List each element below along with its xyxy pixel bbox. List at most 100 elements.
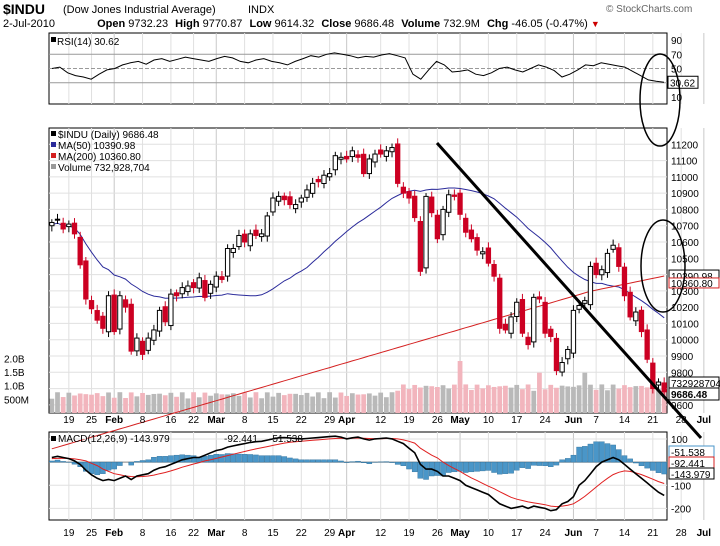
macd-histogram-bar [485, 461, 492, 471]
macd-histogram-bar [445, 461, 452, 473]
candle-body [423, 195, 429, 269]
volume-bar [644, 387, 650, 413]
chart-symbol: $INDU [3, 1, 46, 17]
candle-body [480, 251, 486, 255]
macd-value-label: -51.538 [671, 448, 705, 459]
volume-bar [332, 397, 338, 413]
volume-bar [213, 393, 219, 413]
volume-bar [55, 392, 60, 413]
macd-histogram-bar [264, 455, 271, 463]
candle-body [230, 248, 236, 253]
price-tick-label: 10800 [671, 205, 699, 216]
candle-body [77, 236, 83, 266]
volume-bar [111, 397, 117, 413]
macd-legend-macd: MACD(12,26,9) -143.979 [58, 434, 170, 445]
macd-histogram-bar [168, 455, 174, 463]
rsi-circle-annotation [639, 53, 681, 147]
macd-histogram-bar [321, 459, 327, 463]
volume-bar [514, 384, 520, 413]
price-tick-label: 11000 [671, 173, 699, 184]
volume-bar [134, 396, 140, 413]
volume-bar [168, 392, 174, 413]
candle-body [349, 150, 355, 158]
x-axis-label: 8 [242, 528, 248, 539]
macd-histogram-bar [423, 461, 429, 480]
candle-body [105, 295, 112, 333]
macd-histogram-bar [565, 458, 571, 463]
volume-bar [503, 385, 508, 413]
candle-body [650, 362, 656, 390]
price-tick-label: 11100 [671, 157, 698, 168]
volume-bar [491, 386, 497, 413]
volume-bar [457, 361, 463, 413]
volume-bar [208, 395, 213, 413]
volume-bar [89, 394, 94, 413]
candle-body [253, 229, 259, 236]
volume-bar [383, 397, 389, 413]
volume-bar [355, 394, 361, 413]
volume-bar [423, 385, 429, 413]
candle-body [502, 323, 509, 331]
high-value: 9770.87 [202, 18, 243, 30]
candle-body [491, 263, 497, 277]
price-tick-label: 9600 [671, 401, 694, 412]
candle-body [412, 195, 418, 219]
volume-bar [588, 384, 593, 413]
candle-body [338, 156, 344, 160]
volume-bar [259, 398, 264, 413]
x-axis-label: 16 [165, 528, 177, 539]
candle-body [100, 315, 106, 329]
volume-bar [298, 395, 304, 413]
macd-histogram-bar [326, 459, 333, 463]
volume-bar [429, 386, 435, 413]
macd-histogram-bar [258, 455, 265, 463]
volume-bar [576, 385, 582, 413]
macd-histogram-bar [502, 461, 509, 474]
candle-body [60, 222, 66, 230]
macd-histogram-bar [202, 456, 208, 463]
volume-tick-label: 500M [4, 395, 29, 406]
macd-histogram-bar [587, 443, 594, 463]
macd-histogram-bar [394, 461, 401, 465]
rsi-current-label: 30.62 [670, 78, 695, 89]
candle-body [655, 381, 662, 386]
x-axis-label: 10 [483, 415, 495, 426]
macd-histogram-bar [287, 457, 293, 463]
price-tick-label: 11200 [671, 140, 699, 151]
candle-body [633, 311, 639, 322]
candle-body [264, 215, 270, 237]
volume-bar [548, 384, 554, 413]
x-axis-label: 14 [619, 415, 631, 426]
x-axis-label: 7 [593, 415, 599, 426]
macd-histogram-bar [275, 455, 282, 463]
ma200-value-box [668, 277, 720, 289]
candle-body [497, 277, 503, 329]
volume-bar [219, 394, 225, 413]
volume-bar [639, 385, 644, 413]
macd-histogram-bar [434, 461, 441, 476]
macd-histogram-bar [638, 461, 645, 467]
candle-body [179, 287, 185, 295]
high-label: High [175, 18, 200, 30]
volume-bar [117, 392, 123, 413]
volume-bar [123, 397, 128, 413]
volume-bar [293, 393, 299, 413]
volume-bar [196, 397, 202, 413]
candle-body [468, 229, 475, 240]
candle-body [168, 293, 174, 327]
volume-bar [264, 392, 270, 413]
volume-bar [417, 387, 423, 413]
macd-histogram-bar [474, 461, 480, 472]
candle-body [94, 310, 100, 321]
macd-histogram-bar [128, 461, 134, 466]
macd-tick-label: 100 [671, 435, 688, 446]
candle-body [213, 275, 219, 288]
volume-bar [650, 385, 656, 413]
candle-body [451, 194, 458, 197]
volume-bar [315, 392, 321, 413]
brand-watermark[interactable]: © StockCharts.com [606, 4, 693, 15]
price-legend-swatch [51, 164, 56, 169]
volume-bar [497, 386, 503, 413]
price-tick-label: 9900 [671, 352, 694, 363]
x-axis-label: Mar [207, 528, 225, 539]
